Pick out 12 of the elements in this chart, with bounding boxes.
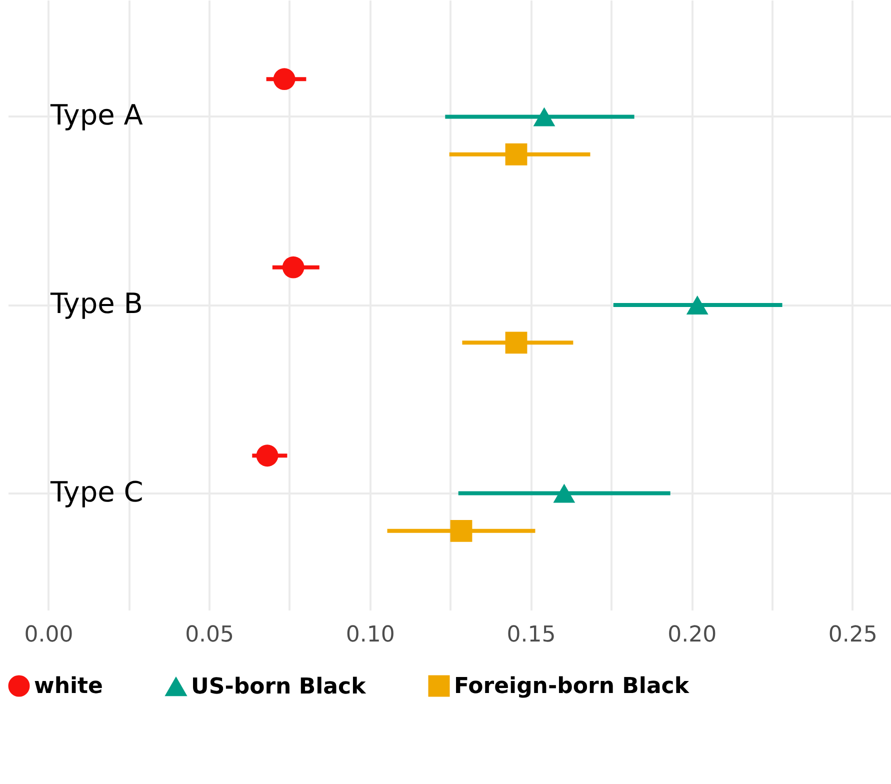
x-tick-label: 0.25 (828, 622, 878, 648)
x-tick-label: 0.15 (506, 622, 556, 648)
y-tick-label: Type B (50, 287, 143, 320)
x-tick-label: 0.20 (668, 622, 717, 648)
x-tick-label: 0.10 (346, 622, 395, 648)
legend-label: US-born Black (191, 674, 368, 700)
x-tick-label: 0.00 (24, 622, 74, 648)
legend-label: white (34, 674, 103, 699)
legend-label: Foreign-born Black (454, 674, 690, 699)
x-tick-label: 0.05 (185, 622, 234, 648)
y-tick-label: Type C (50, 475, 144, 508)
y-tick-label: Type A (50, 98, 143, 132)
